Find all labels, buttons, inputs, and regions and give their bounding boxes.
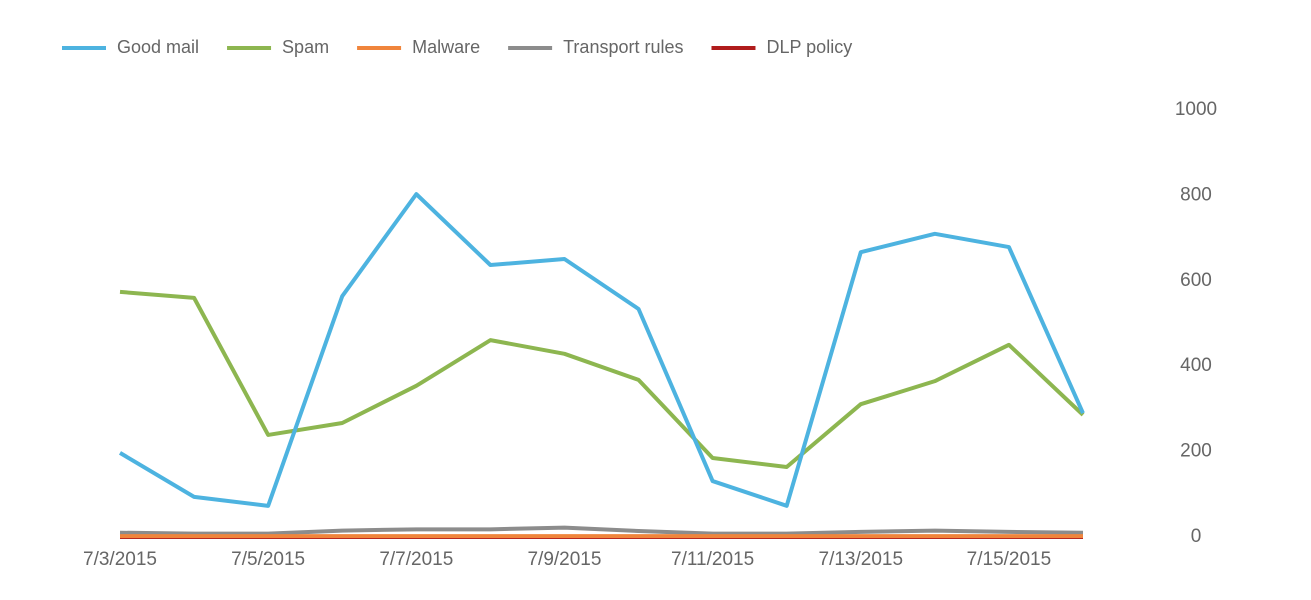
legend-label: Spam — [282, 37, 329, 57]
series-line — [119, 289, 1085, 469]
y-tick-label: 400 — [1180, 355, 1212, 376]
y-tick-label: 1000 — [1175, 99, 1217, 120]
x-tick-label: 7/9/2015 — [527, 549, 601, 570]
y-tick-label: 200 — [1180, 441, 1212, 462]
y-tick-label: 0 — [1191, 526, 1202, 547]
legend-label: DLP policy — [766, 37, 852, 57]
y-tick-label: 800 — [1180, 184, 1212, 205]
series-line — [118, 192, 1085, 508]
legend-label: Good mail — [117, 37, 199, 57]
y-tick-label: 600 — [1180, 270, 1212, 291]
x-tick-label: 7/11/2015 — [671, 549, 754, 570]
x-tick-label: 7/3/2015 — [83, 549, 157, 570]
legend-label: Malware — [412, 37, 480, 57]
x-tick-label: 7/15/2015 — [967, 549, 1052, 570]
x-tick-label: 7/5/2015 — [231, 549, 305, 570]
series-line — [119, 525, 1084, 536]
legend-label: Transport rules — [563, 37, 683, 57]
x-tick-label: 7/13/2015 — [819, 549, 904, 570]
x-tick-label: 7/7/2015 — [379, 549, 453, 570]
